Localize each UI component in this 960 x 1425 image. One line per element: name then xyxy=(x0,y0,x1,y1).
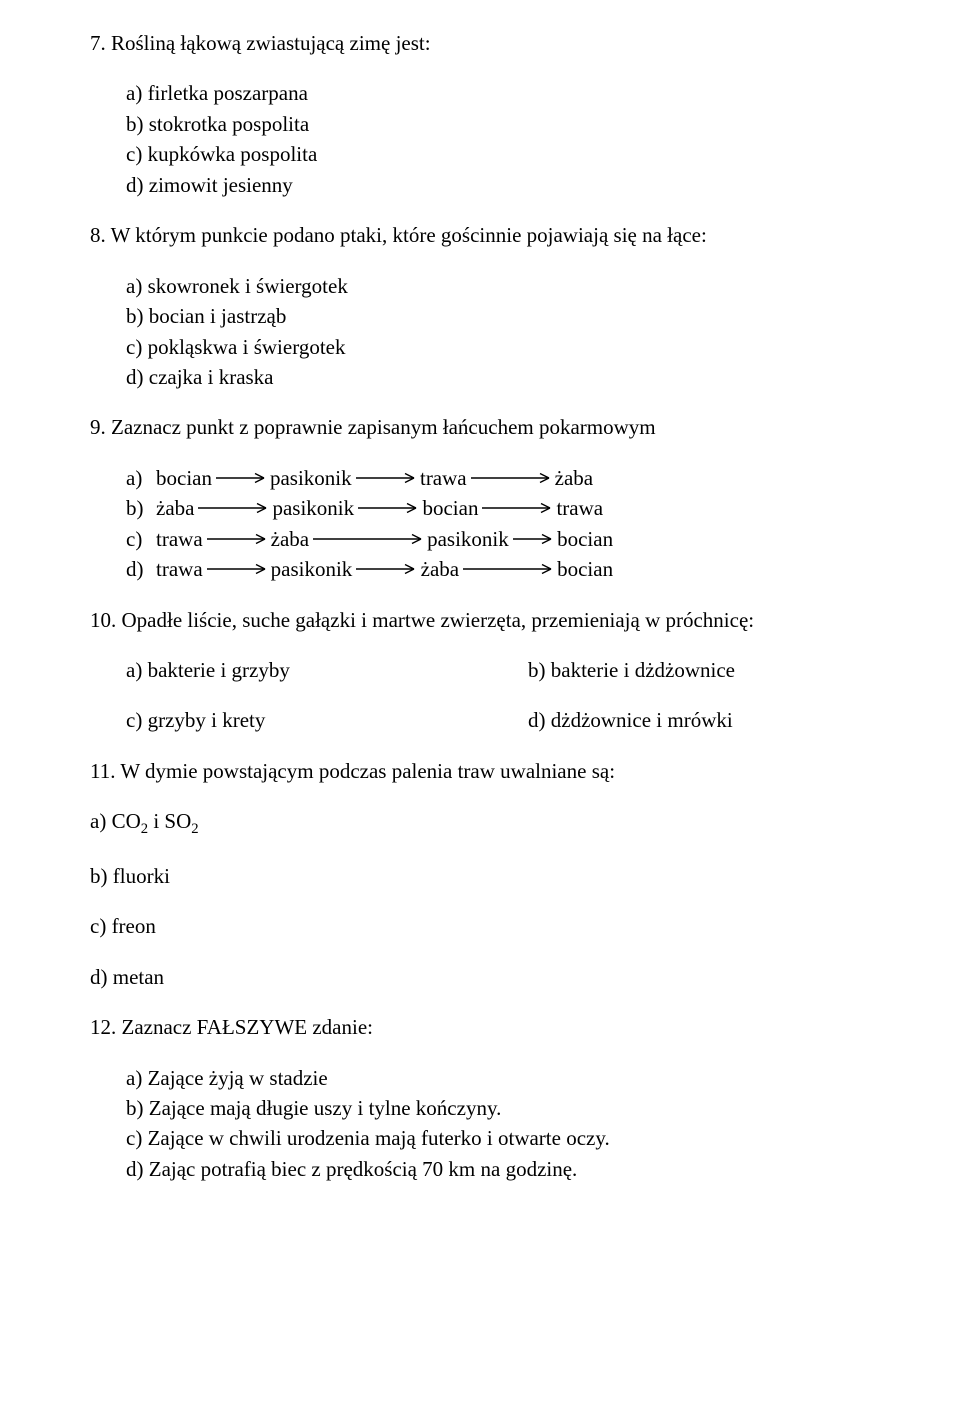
q7-opt-c: c) kupkówka pospolita xyxy=(126,139,870,169)
q7-stem: 7. Rośliną łąkową zwiastującą zimę jest: xyxy=(90,28,870,58)
chain-word: żaba xyxy=(156,493,194,523)
arrow-icon xyxy=(513,532,553,546)
chain-item: pasikonik xyxy=(272,493,422,523)
q11-a-mid: i SO xyxy=(148,809,191,833)
arrow-icon xyxy=(216,471,266,485)
q12-opt-c: c) Zające w chwili urodzenia mają futerk… xyxy=(126,1123,870,1153)
q8-opt-c: c) pokląskwa i świergotek xyxy=(126,332,870,362)
q10-opt-b: b) bakterie i dżdżownice xyxy=(528,655,870,685)
arrow-icon xyxy=(356,562,416,576)
q8-stem: 8. W którym punkcie podano ptaki, które … xyxy=(90,220,870,250)
arrow-icon xyxy=(313,532,423,546)
chain-item: trawa xyxy=(156,554,271,584)
q11-opt-d: d) metan xyxy=(90,962,870,992)
chain-item: żaba xyxy=(421,554,557,584)
arrow-icon xyxy=(358,501,418,515)
q9-stem: 9. Zaznacz punkt z poprawnie zapisanym ł… xyxy=(90,412,870,442)
q12-opt-d: d) Zając potrafią biec z prędkością 70 k… xyxy=(126,1154,870,1184)
chain-item: pasikonik xyxy=(271,554,421,584)
chain-item: żaba xyxy=(156,493,272,523)
chain-word: trawa xyxy=(156,554,203,584)
chain-word: trawa xyxy=(156,524,203,554)
chain-word: pasikonik xyxy=(272,493,354,523)
q10-opt-d: d) dżdżownice i mrówki xyxy=(528,705,870,735)
chain-word: żaba xyxy=(271,524,309,554)
chain-word: trawa xyxy=(420,463,467,493)
chain-item: bocian xyxy=(422,493,556,523)
q8-opt-a: a) skowronek i świergotek xyxy=(126,271,870,301)
question-10: 10. Opadłe liście, suche gałązki i martw… xyxy=(90,605,870,736)
chain-word: trawa xyxy=(556,493,603,523)
q10-opt-c: c) grzyby i krety xyxy=(126,705,468,735)
question-7: 7. Rośliną łąkową zwiastującą zimę jest:… xyxy=(90,28,870,200)
question-12: 12. Zaznacz FAŁSZYWE zdanie: a) Zające ż… xyxy=(90,1012,870,1184)
q10-stem: 10. Opadłe liście, suche gałązki i martw… xyxy=(90,605,870,635)
chain-word: bocian xyxy=(557,524,613,554)
question-11: 11. W dymie powstającym podczas palenia … xyxy=(90,756,870,992)
arrow-icon xyxy=(207,532,267,546)
chain-word: pasikonik xyxy=(427,524,509,554)
q7-opt-a: a) firletka poszarpana xyxy=(126,78,870,108)
arrow-icon xyxy=(356,471,416,485)
chain-word: bocian xyxy=(557,554,613,584)
chain-item: żaba xyxy=(271,524,427,554)
food-chain-row: d)trawa pasikonik żaba bocian xyxy=(126,554,870,584)
q11-stem: 11. W dymie powstającym podczas palenia … xyxy=(90,756,870,786)
q7-opt-d: d) zimowit jesienny xyxy=(126,170,870,200)
q10-opt-a: a) bakterie i grzyby xyxy=(126,655,468,685)
food-chain-row: c)trawa żaba pasikonik bocian xyxy=(126,524,870,554)
food-chain-row: a)bocian pasikonik trawa żaba xyxy=(126,463,870,493)
question-9: 9. Zaznacz punkt z poprawnie zapisanym ł… xyxy=(90,412,870,584)
chain-item: pasikonik xyxy=(270,463,420,493)
chain-word: żaba xyxy=(421,554,459,584)
chain-word: pasikonik xyxy=(270,463,352,493)
q11-opt-a: a) CO2 i SO2 xyxy=(90,806,870,841)
chain-label: b) xyxy=(126,493,156,523)
document-page: 7. Rośliną łąkową zwiastującą zimę jest:… xyxy=(0,0,960,1244)
chain-item: bocian xyxy=(557,554,637,584)
q11-a-pre: a) CO xyxy=(90,809,141,833)
q7-opt-b: b) stokrotka pospolita xyxy=(126,109,870,139)
chain-label: d) xyxy=(126,554,156,584)
q12-opt-a: a) Zające żyją w stadzie xyxy=(126,1063,870,1093)
q12-stem: 12. Zaznacz FAŁSZYWE zdanie: xyxy=(90,1012,870,1042)
arrow-icon xyxy=(463,562,553,576)
q7-options: a) firletka poszarpana b) stokrotka posp… xyxy=(90,78,870,200)
q11-a-sub1: 2 xyxy=(141,822,148,838)
chain-item: bocian xyxy=(557,524,637,554)
chain-label: a) xyxy=(126,463,156,493)
chain-label: c) xyxy=(126,524,156,554)
chain-item: trawa xyxy=(556,493,636,523)
q10-row1: a) bakterie i grzyby b) bakterie i dżdżo… xyxy=(90,655,870,685)
question-8: 8. W którym punkcie podano ptaki, które … xyxy=(90,220,870,392)
arrow-icon xyxy=(482,501,552,515)
q12-opt-b: b) Zające mają długie uszy i tylne kończ… xyxy=(126,1093,870,1123)
q11-opt-c: c) freon xyxy=(90,911,870,941)
chain-word: żaba xyxy=(555,463,593,493)
q10-row2: c) grzyby i krety d) dżdżownice i mrówki xyxy=(90,705,870,735)
q8-options: a) skowronek i świergotek b) bocian i ja… xyxy=(90,271,870,393)
q8-opt-d: d) czajka i kraska xyxy=(126,362,870,392)
q12-options: a) Zające żyją w stadzie b) Zające mają … xyxy=(90,1063,870,1185)
chain-item: pasikonik xyxy=(427,524,557,554)
q11-options: a) CO2 i SO2 b) fluorki c) freon d) meta… xyxy=(90,806,870,992)
chain-word: bocian xyxy=(422,493,478,523)
q9-options: a)bocianpasikoniktraważabab)żabapasikoni… xyxy=(90,463,870,585)
chain-item: bocian xyxy=(156,463,270,493)
q11-opt-b: b) fluorki xyxy=(90,861,870,891)
chain-word: bocian xyxy=(156,463,212,493)
arrow-icon xyxy=(207,562,267,576)
chain-item: żaba xyxy=(555,463,635,493)
q8-opt-b: b) bocian i jastrząb xyxy=(126,301,870,331)
q11-a-sub2: 2 xyxy=(191,822,198,838)
food-chain-row: b)żaba pasikonik bocian trawa xyxy=(126,493,870,523)
arrow-icon xyxy=(198,501,268,515)
chain-word: pasikonik xyxy=(271,554,353,584)
arrow-icon xyxy=(471,471,551,485)
chain-item: trawa xyxy=(156,524,271,554)
chain-item: trawa xyxy=(420,463,555,493)
